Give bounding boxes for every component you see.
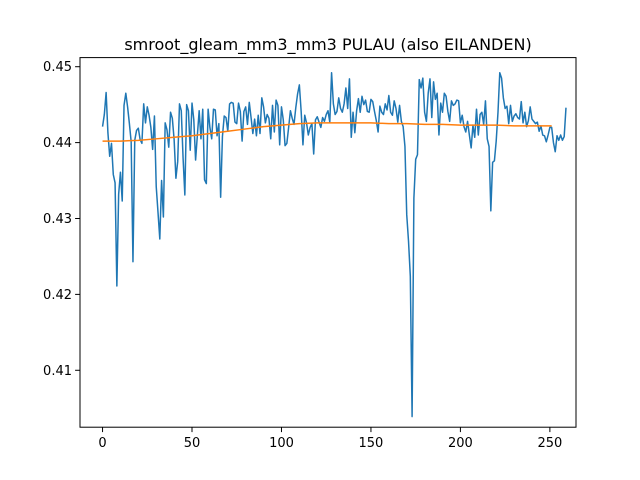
y-tick-label: 0.44 (43, 136, 72, 151)
y-tick-label: 0.43 (43, 212, 72, 227)
x-tick-label: 0 (98, 436, 106, 451)
y-axis: 0.41 0.42 0.43 0.44 0.45 (43, 60, 80, 379)
series-line-0 (101, 72, 567, 418)
x-tick-label: 150 (359, 436, 384, 451)
series-layer (101, 72, 567, 418)
plot-frame (79, 57, 577, 428)
y-tick-label: 0.42 (43, 288, 72, 303)
chart-title: smroot_gleam_mm3_mm3 PULAU (also EILANDE… (124, 35, 531, 55)
x-tick-label: 100 (269, 436, 294, 451)
x-tick-label: 200 (448, 436, 473, 451)
x-tick-label: 250 (537, 436, 562, 451)
y-tick-label: 0.41 (43, 364, 72, 379)
x-axis: 0 50 100 150 200 250 (98, 427, 562, 451)
series-line-1 (102, 122, 552, 142)
x-tick-label: 50 (184, 436, 201, 451)
y-tick-label: 0.45 (43, 60, 72, 75)
